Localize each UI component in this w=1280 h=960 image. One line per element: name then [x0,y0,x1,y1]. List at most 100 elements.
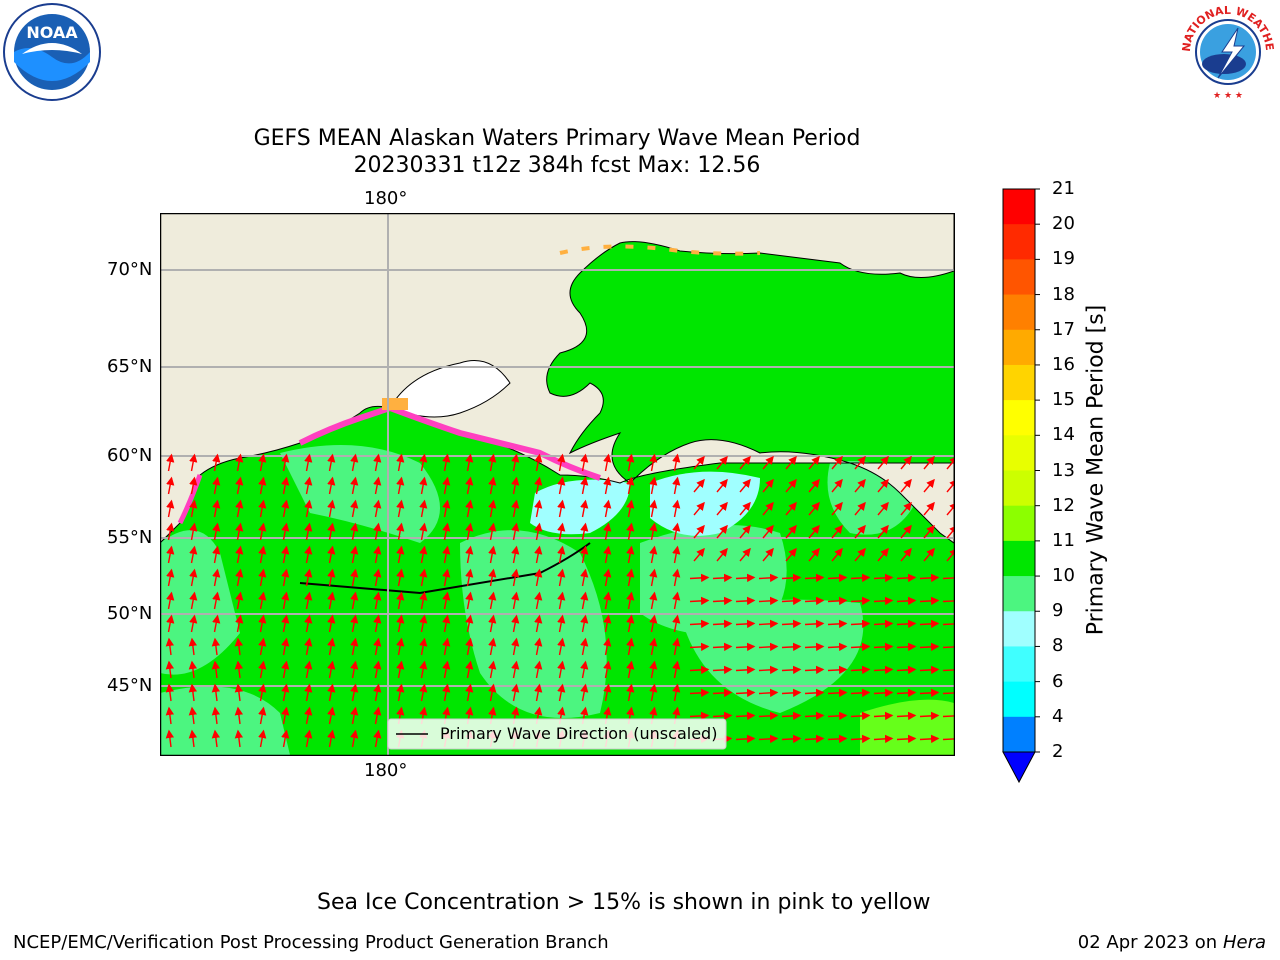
wave-arrow [534,499,543,518]
colorbar-block [1003,189,1035,225]
wave-arrow [762,524,774,539]
footer-host: Hera [1222,932,1266,953]
wave-arrow [580,568,589,587]
colorbar-block [1003,681,1035,718]
wave-arrow [603,453,612,472]
wave-arrow [580,499,589,518]
wave-arrow [919,665,940,675]
wave-arrow [923,478,935,493]
wave-arrow [442,453,451,472]
footer-date: 02 Apr 2023 on Hera [1078,932,1266,953]
wave-arrow [557,683,566,702]
wave-arrow [373,614,382,633]
wave-arrow [649,476,658,495]
wave-arrow [804,573,825,583]
colorbar-tick-label: 16 [1052,353,1075,375]
wave-arrow [534,453,543,472]
wave-arrow [735,711,756,721]
wave-arrow [831,524,843,539]
wave-arrow [465,568,474,587]
wave-arrow [304,706,313,725]
wave-arrow [580,660,589,679]
wave-arrow [304,614,313,633]
wave-arrow [758,642,779,652]
wave-arrow [327,545,336,564]
wave-arrow [442,476,451,495]
wave-arrow [258,614,267,633]
wave-arrow [831,501,843,516]
wave-arrow [626,591,635,610]
wave-arrow [212,591,221,610]
wave-arrow [735,642,756,652]
wave-arrow [603,660,612,679]
sea-ice-note: Sea Ice Concentration > 15% is shown in … [317,890,931,915]
wave-arrow [758,711,779,721]
wave-arrow [689,688,710,698]
wave-arrow [827,734,848,744]
wave-arrow [850,734,871,744]
lat-label-50: 50°N [107,603,153,624]
wave-arrow [396,545,405,564]
wave-arrow [896,711,917,721]
wave-arrow [258,568,267,587]
wave-arrow [712,642,733,652]
wave-arrow [873,642,894,652]
wave-arrow [804,711,825,721]
nws-logo-icon: NATIONAL WEATHER SERVICE ★ ★ ★ [1178,2,1276,101]
wave-arrow [281,591,290,610]
wave-arrow [327,453,336,472]
lat-label-70: 70°N [107,259,153,280]
wave-arrow [649,660,658,679]
wave-arrow [689,642,710,652]
wave-arrow [488,522,497,541]
wave-arrow [258,637,267,656]
wave-arrow [465,637,474,656]
wave-arrow [900,524,912,539]
wave-arrow [442,499,451,518]
wave-arrow [693,478,705,493]
lon-label-top: 180° [364,188,408,209]
wave-arrow [304,476,313,495]
wave-arrow [896,734,917,744]
wave-arrow [212,614,221,633]
wave-arrow [281,522,290,541]
wave-arrow [762,478,774,493]
wave-arrow [166,614,175,633]
wave-arrow [442,683,451,702]
wave-arrow [712,573,733,583]
wave-arrow [896,665,917,675]
wave-arrow [603,476,612,495]
wave-arrow [919,688,940,698]
wave-arrow [488,683,497,702]
wave-arrow [580,591,589,610]
wave-arrow [534,545,543,564]
wave-arrow [234,660,244,679]
wave-arrow [923,501,935,516]
wave-arrow [781,734,802,744]
wave-arrow [189,499,198,518]
lat-label-55: 55°N [107,527,153,548]
wave-arrow [511,637,520,656]
wave-arrow [235,453,244,472]
wave-arrow [166,476,175,495]
wave-arrow [534,522,543,541]
wave-arrow [626,499,635,518]
wave-arrow [396,683,405,702]
wave-arrow [465,614,474,633]
colorbar-block [1003,540,1035,577]
wave-arrow [419,683,428,702]
wave-arrow [488,637,497,656]
wave-arrow [672,453,681,472]
wave-arrow [946,547,954,562]
wave-arrow [785,478,797,493]
wave-arrow [327,568,336,587]
wave-arrow [580,522,589,541]
wave-arrow [465,453,474,472]
wave-arrow [946,455,954,470]
colorbar-extend-triangle [1002,751,1036,784]
wave-arrow [808,478,820,493]
wave-arrow [672,522,681,541]
wave-arrow [758,665,779,675]
wave-arrow [854,455,866,470]
wave-arrow [212,568,221,587]
